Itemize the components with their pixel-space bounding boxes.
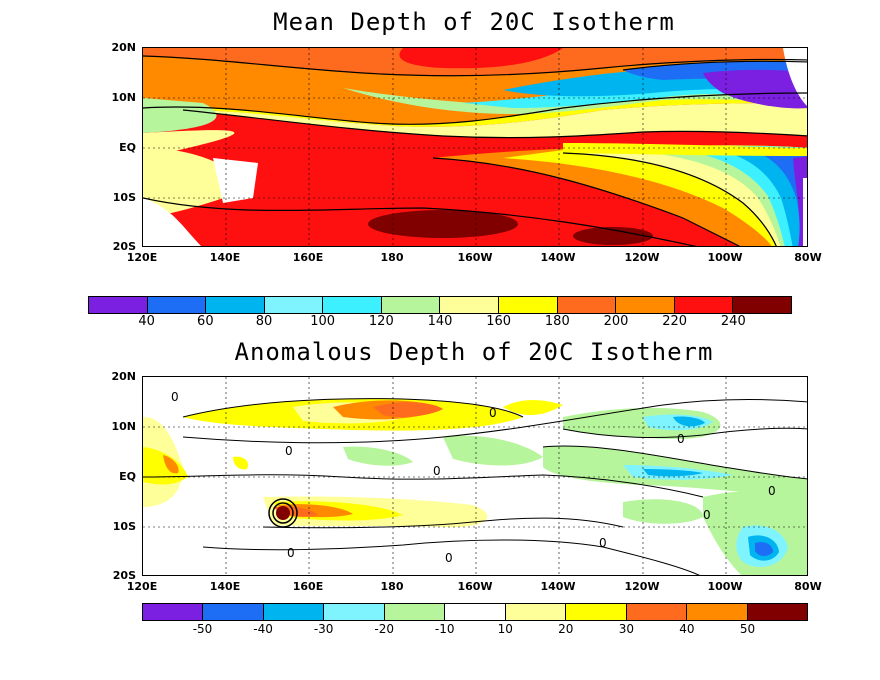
- lat-label-eq: EQ: [119, 141, 136, 154]
- colorbar-label: 220: [662, 314, 688, 329]
- zero-contour-label: 0: [599, 536, 607, 550]
- colorbar-label: -10: [434, 622, 455, 636]
- colorbar-swatch: [616, 297, 675, 313]
- colorbar-swatch: [206, 297, 265, 313]
- lat-label-10n: 10N: [111, 420, 136, 433]
- colorbar-swatch: [566, 604, 627, 620]
- lon-label-120w: 120W: [624, 580, 660, 593]
- colorbar-swatch: [626, 604, 688, 620]
- colorbar-swatch: [324, 604, 385, 620]
- colorbar-swatch: [505, 604, 567, 620]
- colorbar-swatch: [203, 604, 264, 620]
- colorbar-label: 60: [197, 314, 214, 329]
- colorbar-label: 30: [618, 622, 634, 636]
- lat-label-20n: 20N: [111, 41, 136, 54]
- colorbar-swatch: [264, 297, 324, 313]
- colorbar-label: 40: [138, 314, 155, 329]
- zero-contour-label: 0: [287, 546, 295, 560]
- colorbar-label: 100: [310, 314, 336, 329]
- zero-contour-label: 0: [489, 406, 497, 420]
- zero-contour-label: 0: [677, 432, 685, 446]
- mean-depth-map: [142, 47, 808, 247]
- lat-label-10s: 10S: [112, 520, 136, 533]
- lon-label-140w: 140W: [540, 251, 576, 264]
- lon-label-120e: 120E: [126, 251, 158, 264]
- colorbar-label: 120: [368, 314, 394, 329]
- colorbar-label: 80: [255, 314, 273, 329]
- colorbar-label: 140: [427, 314, 453, 329]
- colorbar-swatch: [747, 604, 807, 620]
- lat-label-eq: EQ: [119, 470, 136, 483]
- lat-label-10n: 10N: [111, 91, 136, 104]
- lon-label-120e: 120E: [126, 580, 158, 593]
- colorbar-label: 40: [679, 622, 695, 636]
- lat-label-10s: 10S: [112, 191, 136, 204]
- lon-label-100w: 100W: [707, 580, 743, 593]
- zero-contour-label: 0: [285, 444, 293, 458]
- anomaly-depth-map: 0 0 0 0 0 0 0 0 0 0: [142, 376, 808, 576]
- lon-label-180: 180: [380, 251, 404, 264]
- colorbar-label: 10: [497, 622, 513, 636]
- colorbar-swatch: [89, 297, 148, 313]
- mean-colorbar: [88, 296, 792, 314]
- colorbar-swatch: [445, 604, 506, 620]
- colorbar-label: -40: [253, 622, 273, 636]
- lon-label-160e: 160E: [292, 580, 324, 593]
- lon-label-140e: 140E: [209, 580, 241, 593]
- colorbar-label: 50: [739, 622, 756, 636]
- lon-label-160w: 160W: [457, 580, 493, 593]
- colorbar-swatch: [323, 297, 382, 313]
- colorbar-label: 180: [544, 314, 570, 329]
- colorbar-swatch: [263, 604, 325, 620]
- lon-label-100w: 100W: [707, 251, 743, 264]
- colorbar-swatch: [143, 604, 204, 620]
- lon-label-160e: 160E: [292, 251, 324, 264]
- colorbar-label: 20: [558, 622, 574, 636]
- lat-label-20s: 20S: [112, 569, 136, 582]
- lon-label-80w: 80W: [794, 251, 822, 264]
- zero-contour-label: 0: [445, 551, 453, 565]
- colorbar-swatch: [499, 297, 558, 313]
- anomaly-map-title: Anomalous Depth of 20C Isotherm: [234, 338, 714, 366]
- colorbar-swatch: [381, 297, 441, 313]
- lon-label-120w: 120W: [624, 251, 660, 264]
- colorbar-label: 160: [486, 314, 512, 329]
- colorbar-swatch: [687, 604, 748, 620]
- lon-label-160w: 160W: [457, 251, 493, 264]
- mean-map-title: Mean Depth of 20C Isotherm: [273, 8, 675, 36]
- colorbar-label: -30: [313, 622, 334, 636]
- lon-label-140e: 140E: [209, 251, 241, 264]
- colorbar-swatch: [147, 297, 207, 313]
- lon-label-180: 180: [380, 580, 404, 593]
- zero-contour-label: 0: [768, 484, 776, 498]
- colorbar-label: 200: [603, 314, 629, 329]
- colorbar-swatch: [384, 604, 446, 620]
- zero-contour-label: 0: [171, 390, 179, 404]
- lon-label-140w: 140W: [540, 580, 576, 593]
- colorbar-label: -50: [192, 622, 213, 636]
- colorbar-label: -20: [374, 622, 394, 636]
- colorbar-swatch: [440, 297, 500, 313]
- colorbar-swatch: [733, 297, 791, 313]
- colorbar-label: 240: [720, 314, 746, 329]
- lat-label-20s: 20S: [112, 240, 136, 253]
- lat-label-20n: 20N: [111, 370, 136, 383]
- colorbar-swatch: [557, 297, 617, 313]
- colorbar-swatch: [674, 297, 734, 313]
- zero-contour-label: 0: [433, 464, 441, 478]
- zero-contour-label: 0: [703, 508, 711, 522]
- anomaly-colorbar: [142, 603, 808, 621]
- lon-label-80w: 80W: [794, 580, 822, 593]
